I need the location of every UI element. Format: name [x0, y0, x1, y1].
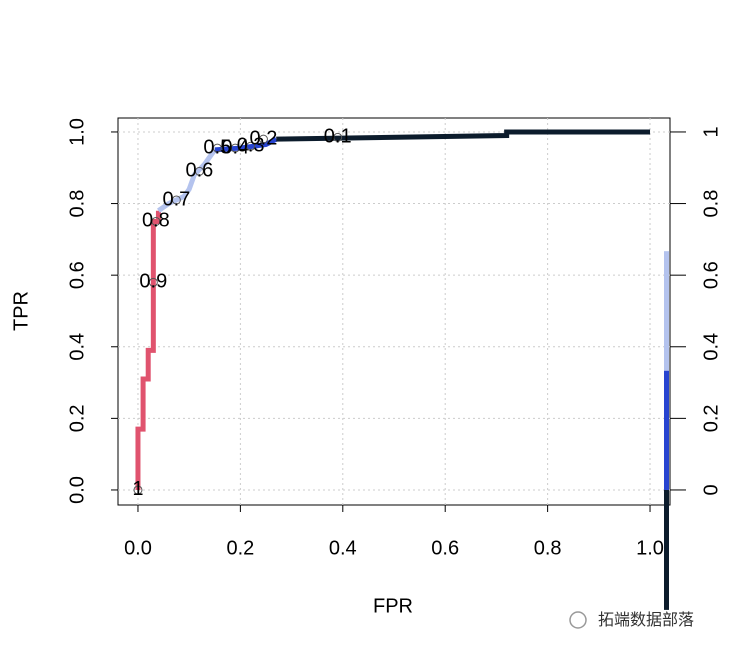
y-tick-label: 0.0	[66, 476, 88, 504]
x-axis-label: FPR	[373, 595, 413, 617]
y2-tick-label: 0	[700, 484, 722, 495]
cutoff-label: 0.9	[139, 271, 167, 293]
roc-curve	[276, 129, 651, 142]
colorbar-segment	[664, 370, 669, 490]
watermark-icon	[569, 611, 587, 629]
cutoff-point	[133, 485, 143, 495]
cutoff-label: 0.7	[162, 188, 190, 210]
y-tick-label: 0.8	[66, 190, 88, 218]
cutoff-label: 0.4	[221, 136, 249, 158]
y-tick-label: 0.2	[66, 404, 88, 432]
y2-tick-label: 0.8	[700, 190, 722, 218]
cutoff-point	[258, 134, 268, 144]
cutoff-point	[212, 143, 222, 153]
cutoff-label: 1	[132, 478, 143, 500]
x-tick-label: 0.2	[226, 537, 254, 559]
roc-curve	[135, 210, 161, 490]
cutoff-point	[171, 195, 181, 205]
cutoff-label: 0.8	[142, 210, 170, 232]
cutoff-label: 0.6	[186, 160, 214, 182]
y2-tick-label: 0.2	[700, 404, 722, 432]
cutoff-point	[151, 216, 161, 226]
y-axis-label: TPR	[10, 291, 32, 331]
y2-tick-label: 0.4	[700, 333, 722, 361]
cutoff-label: 0.5	[203, 136, 231, 158]
cutoff-label: 0.2	[250, 127, 278, 149]
x-tick-label: 0.4	[329, 537, 357, 559]
roc-curve	[214, 136, 278, 153]
y-tick-label: 0.4	[66, 333, 88, 361]
colorbar-segment	[664, 489, 669, 610]
roc-curve	[157, 148, 217, 213]
y-tick-label: 1.0	[66, 118, 88, 146]
x-tick-label: 0.0	[124, 537, 152, 559]
cutoff-point	[333, 132, 343, 142]
watermark-text: 拓端数据部落	[598, 611, 694, 629]
watermark: 拓端数据部落	[569, 611, 694, 629]
plot-frame	[117, 117, 671, 506]
cutoff-point	[230, 143, 240, 153]
cutoff-label: 0.1	[324, 126, 352, 148]
colorbar-segment	[664, 251, 669, 371]
y2-tick-label: 0.6	[700, 261, 722, 289]
x-tick-label: 0.6	[431, 537, 459, 559]
cutoff-point	[148, 277, 158, 287]
x-tick-label: 0.8	[534, 537, 562, 559]
y2-tick-label: 1	[700, 126, 722, 137]
cutoff-label: 0.3	[237, 135, 265, 157]
cutoff-point	[246, 141, 256, 151]
x-tick-label: 1.0	[636, 537, 664, 559]
cutoff-point	[194, 166, 204, 176]
y-tick-label: 0.6	[66, 261, 88, 289]
